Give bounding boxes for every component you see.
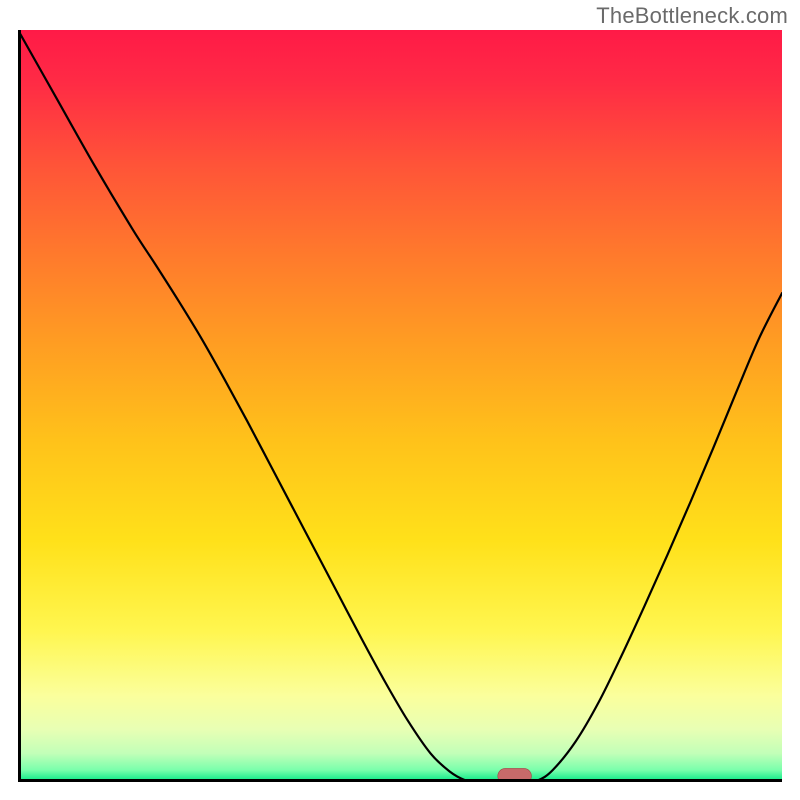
plot-area [18,30,782,782]
axes-layer [18,30,782,782]
chart-container: TheBottleneck.com [0,0,800,800]
watermark-text: TheBottleneck.com [596,3,788,29]
